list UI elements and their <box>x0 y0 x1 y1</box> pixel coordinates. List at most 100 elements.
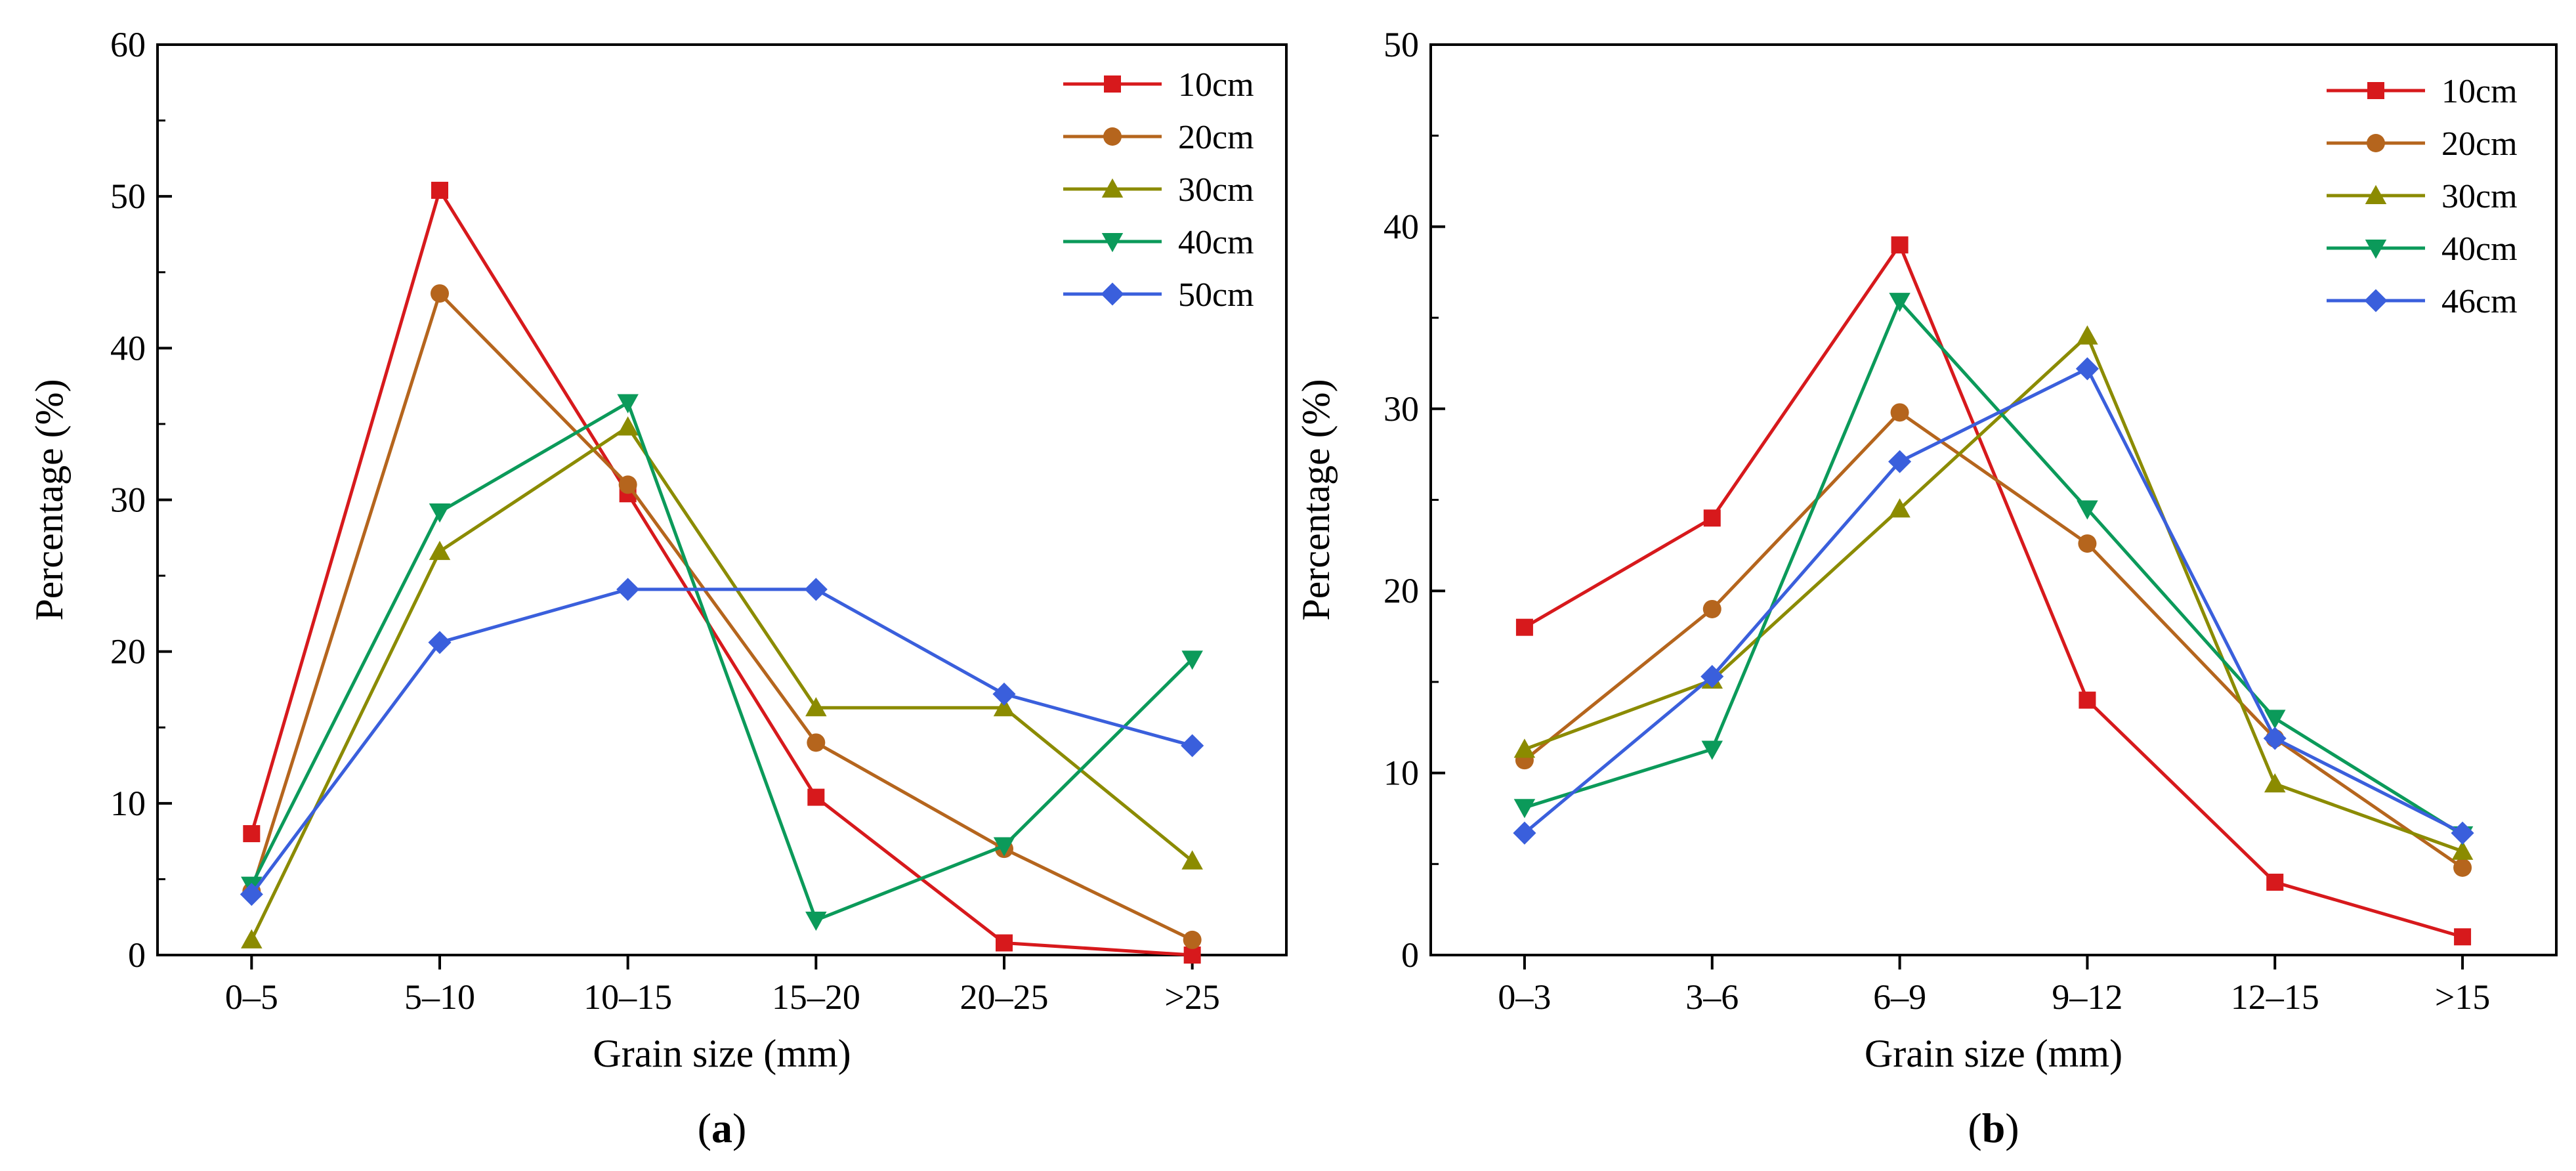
data-point-20cm <box>807 733 826 752</box>
legend-label-10cm: 10cm <box>1178 66 1254 104</box>
data-point-50cm <box>616 578 640 601</box>
y-tick-label: 30 <box>110 480 146 520</box>
x-axis-title: Grain size (mm) <box>593 1032 851 1075</box>
legend-label-20cm: 20cm <box>1178 119 1254 156</box>
data-point-10cm <box>2266 874 2284 891</box>
data-point-20cm <box>2078 534 2097 553</box>
data-point-40cm <box>429 503 451 523</box>
series-line-10cm <box>249 188 1193 957</box>
series-line-30cm <box>1524 334 2463 853</box>
x-tick-label: 15–20 <box>772 977 860 1017</box>
x-tick-label: >25 <box>1164 977 1219 1017</box>
y-tick-label: 40 <box>1383 207 1419 246</box>
legend-marker-40cm <box>1101 233 1124 253</box>
data-point-46cm <box>1700 665 1724 689</box>
data-point-40cm <box>993 837 1015 857</box>
series-line-10cm <box>1523 243 2463 939</box>
data-point-46cm <box>2451 821 2474 845</box>
x-tick-label: >15 <box>2435 977 2490 1017</box>
series-line-20cm <box>249 291 1193 942</box>
data-point-46cm <box>2075 357 2099 381</box>
panel-label-open: ( <box>1968 1105 1981 1151</box>
data-point-10cm <box>1891 236 1909 254</box>
panel-label-letter: b <box>1982 1105 2006 1151</box>
legend-marker-10cm <box>2367 82 2384 99</box>
data-point-10cm <box>807 788 825 806</box>
x-tick-label: 9–12 <box>2052 977 2122 1017</box>
data-point-20cm <box>1702 599 1721 618</box>
x-tick-label: 0–5 <box>225 977 278 1017</box>
x-tick-label: 6–9 <box>1873 977 1926 1017</box>
y-tick-label: 0 <box>128 935 146 975</box>
y-tick-label: 30 <box>1383 389 1419 429</box>
data-point-50cm <box>428 631 452 654</box>
data-point-40cm <box>2264 710 2286 729</box>
legend-label-50cm: 50cm <box>1178 276 1254 314</box>
data-point-30cm <box>993 696 1015 717</box>
series-line-30cm <box>250 425 1194 941</box>
chart-panel-a: 0 10 20 30 40 50 60 0–5 5–10 10–15 15–20 20–25 >25 Gr… <box>28 25 1288 1151</box>
y-tick-label: 10 <box>110 784 146 823</box>
data-point-30cm <box>805 696 827 717</box>
legend-label-20cm: 20cm <box>2441 125 2518 163</box>
y-tick-label: 50 <box>1383 25 1419 64</box>
x-tick-label: 0–3 <box>1498 977 1551 1017</box>
legend-marker-40cm <box>2365 240 2387 259</box>
x-tick-label: 3–6 <box>1685 977 1739 1017</box>
data-point-30cm <box>1181 850 1203 870</box>
data-point-30cm <box>617 416 639 436</box>
data-point-20cm <box>431 284 449 303</box>
legend-marker-30cm <box>2365 184 2387 204</box>
data-point-46cm <box>1513 821 1536 845</box>
data-point-30cm <box>2451 840 2474 860</box>
data-point-40cm <box>1181 650 1203 670</box>
data-point-10cm <box>1703 509 1721 527</box>
data-point-40cm <box>1513 799 1536 819</box>
data-point-40cm <box>1701 740 1723 760</box>
data-point-46cm <box>2263 727 2287 750</box>
legend-marker-20cm <box>2367 134 2385 152</box>
data-point-30cm <box>2264 773 2286 793</box>
data-point-30cm <box>1889 498 1911 518</box>
y-tick-label: 10 <box>1383 754 1419 793</box>
series-line-40cm <box>250 401 1194 922</box>
y-tick-label: 0 <box>1401 935 1419 975</box>
legend-label-46cm: 46cm <box>2441 283 2518 320</box>
data-point-10cm <box>431 181 448 199</box>
data-point-10cm <box>1183 947 1201 964</box>
panel-label: (b) <box>1968 1105 2019 1151</box>
data-point-50cm <box>240 882 263 906</box>
data-point-20cm <box>618 475 637 494</box>
data-point-30cm <box>2077 325 2098 345</box>
y-axis-title: Percentage (%) <box>28 379 71 620</box>
data-point-30cm <box>1513 738 1536 758</box>
panel-label: (a) <box>698 1105 747 1151</box>
data-point-40cm <box>2077 500 2098 520</box>
legend-label-30cm: 30cm <box>2441 178 2518 215</box>
data-point-50cm <box>992 682 1016 706</box>
y-tick-label: 50 <box>110 177 146 216</box>
x-axis-title: Grain size (mm) <box>1865 1032 2122 1075</box>
x-tick-label: 12–15 <box>2231 977 2319 1017</box>
legend-label-30cm: 30cm <box>1178 171 1254 209</box>
legend-label-40cm: 40cm <box>1178 224 1254 261</box>
data-point-50cm <box>804 578 828 601</box>
data-point-30cm <box>429 540 451 561</box>
data-point-50cm <box>1181 734 1204 757</box>
x-tick-label: 10–15 <box>583 977 672 1017</box>
data-point-46cm <box>1888 450 1912 473</box>
series-line-46cm <box>1523 367 2464 835</box>
data-point-40cm <box>1889 293 1911 312</box>
y-axis-title: Percentage (%) <box>1294 379 1338 620</box>
legend-marker-10cm <box>1104 75 1121 93</box>
data-point-10cm <box>243 825 261 843</box>
y-tick-label: 60 <box>110 25 146 64</box>
data-point-10cm <box>2079 691 2096 709</box>
data-point-20cm <box>1183 930 1202 949</box>
data-point-10cm <box>996 934 1013 952</box>
data-point-20cm <box>2453 858 2472 877</box>
panel-label-open: ( <box>698 1105 711 1151</box>
